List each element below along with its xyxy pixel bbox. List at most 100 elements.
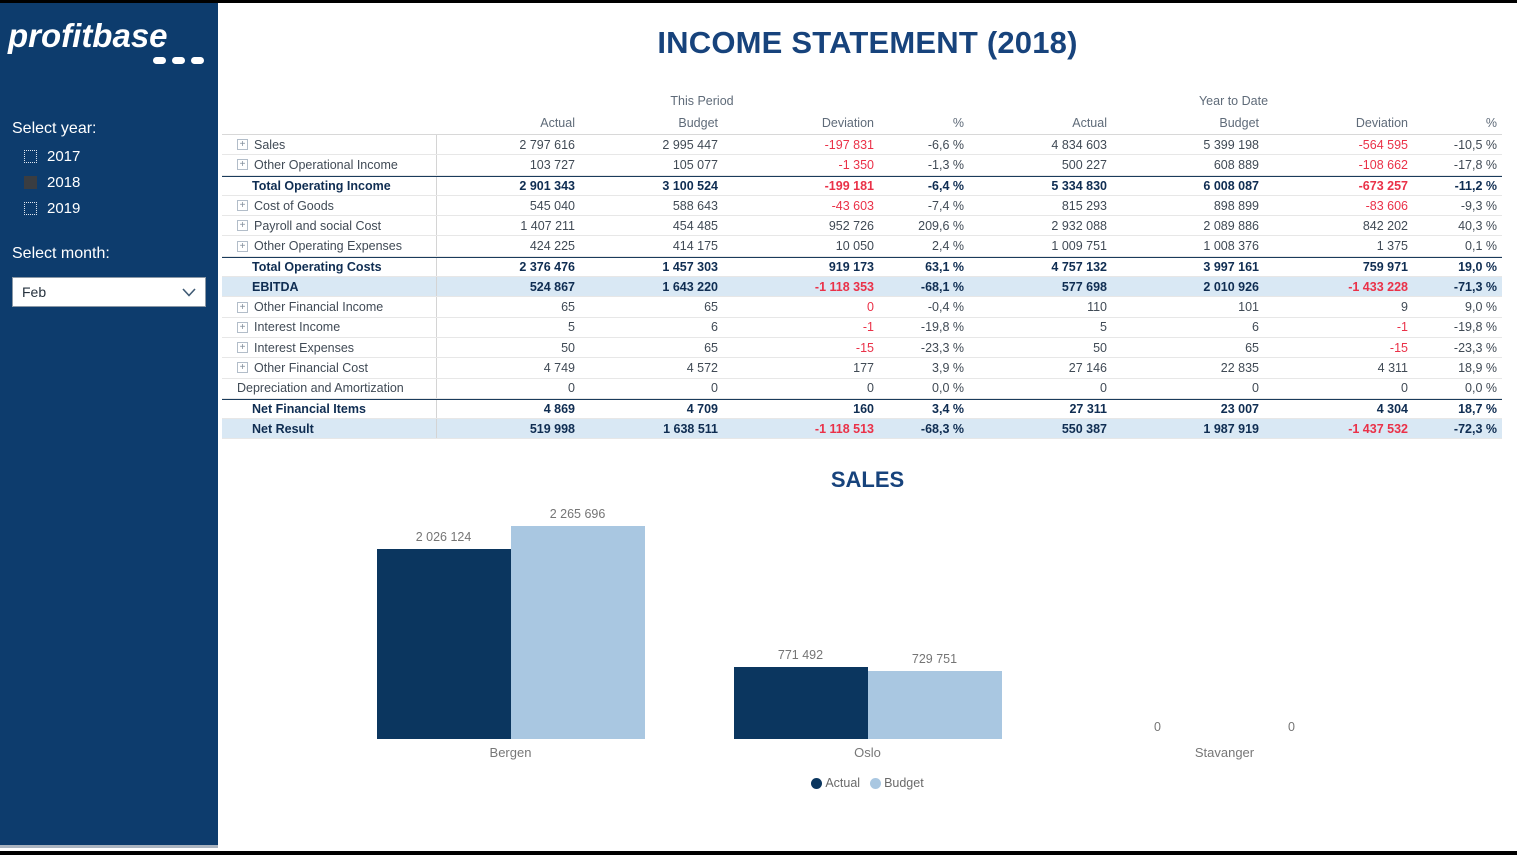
value-cell: -19,8 % — [1453, 320, 1497, 335]
expand-plus-icon[interactable]: + — [237, 220, 248, 232]
year-checkbox-item-2018[interactable]: 2018 — [24, 174, 218, 191]
expand-plus-icon[interactable]: + — [237, 342, 248, 354]
category-label-stavanger: Stavanger — [1194, 745, 1255, 761]
value-cell: 9,0 % — [1465, 300, 1497, 315]
row-label: Other Operational Income — [254, 157, 398, 172]
value-cell: 0,1 % — [1465, 239, 1497, 254]
value-cell: 1 009 751 — [1051, 239, 1107, 254]
value-cell: -199 181 — [824, 178, 874, 193]
bar-actual-bergen[interactable] — [376, 548, 511, 740]
expand-plus-icon[interactable]: + — [237, 362, 248, 374]
category-label-oslo: Oslo — [854, 745, 881, 761]
table-group-header-row: This Period Year to Date — [222, 91, 1502, 111]
table-body: + Sales 2 797 616 2 995 447 -197 831 -6,6 % 4 … — [222, 135, 1502, 440]
expand-plus-icon[interactable]: + — [237, 321, 248, 333]
value-cell: 5 — [1100, 320, 1107, 335]
checkbox-unchecked-icon[interactable] — [24, 150, 37, 163]
value-cell: 2 995 447 — [662, 137, 718, 152]
group-header-this-period: This Period — [670, 94, 734, 108]
year-checkbox-item-2019[interactable]: 2019 — [24, 200, 218, 217]
sales-chart-title: SALES — [830, 467, 905, 493]
filter-sidebar: profitbase Select year: 2017 2018 2019 Sel… — [0, 3, 218, 848]
row-label-cell: Total Operating Income — [222, 176, 437, 195]
chart-category-group-bergen: 2 026 124 2 265 696 — [332, 507, 689, 740]
month-dropdown[interactable]: Feb — [12, 277, 206, 307]
row-label-cell: + Other Operational Income — [222, 155, 437, 175]
expand-plus-icon[interactable]: + — [237, 139, 248, 151]
checkbox-checked-icon[interactable] — [24, 176, 37, 189]
row-label-cell: + Other Financial Cost — [222, 358, 437, 378]
row-label: Total Operating Income — [252, 178, 391, 193]
value-cell: 3 100 524 — [662, 178, 718, 193]
value-cell: 4 572 — [686, 360, 718, 375]
expand-plus-icon[interactable]: + — [237, 159, 248, 171]
row-label-cell: + Interest Expenses — [222, 337, 437, 358]
value-cell: -19,8 % — [920, 320, 964, 335]
value-cell: -673 257 — [1358, 178, 1408, 193]
value-cell: 63,1 % — [925, 259, 964, 274]
value-cell: 577 698 — [1061, 279, 1107, 294]
legend-item-actual[interactable]: Actual — [811, 776, 860, 790]
bar-budget-oslo[interactable] — [867, 670, 1002, 740]
expand-plus-icon[interactable]: + — [237, 240, 248, 252]
value-cell: -71,3 % — [1453, 279, 1497, 294]
value-cell: 27 146 — [1068, 360, 1107, 375]
value-cell: -6,4 % — [927, 178, 964, 193]
value-cell: 1 987 919 — [1203, 421, 1259, 436]
row-label: Net Result — [252, 421, 314, 436]
legend-item-budget[interactable]: Budget — [870, 776, 924, 790]
row-label-cell: + Sales — [222, 135, 437, 155]
logo-dots-icon — [0, 57, 204, 64]
value-cell: 6 — [1252, 320, 1259, 335]
value-cell: 5 334 830 — [1051, 178, 1107, 193]
value-cell: -1 433 228 — [1348, 279, 1408, 294]
column-header-actual: Actual — [1072, 115, 1107, 130]
bar-column: 0 — [1225, 720, 1359, 739]
value-cell: -23,3 % — [1453, 340, 1497, 355]
bar-column: 0 — [1091, 720, 1225, 739]
value-cell: -1 437 532 — [1348, 421, 1408, 436]
value-cell: 5 399 198 — [1203, 137, 1259, 152]
chart-category-group-oslo: 771 492 729 751 — [689, 648, 1046, 740]
value-cell: 414 175 — [672, 239, 718, 254]
bar-value-label: 2 026 124 — [415, 529, 472, 544]
value-cell: -1 — [1396, 320, 1408, 335]
column-header-deviation: Deviation — [821, 115, 874, 130]
legend-label: Actual — [825, 776, 861, 791]
value-cell: 1 638 511 — [663, 421, 718, 436]
value-cell: 588 643 — [672, 198, 718, 213]
value-cell: 50 — [561, 340, 575, 355]
value-cell: -108 662 — [1358, 157, 1408, 172]
row-label-cell: + Cost of Goods — [222, 195, 437, 216]
value-cell: 9 — [1401, 300, 1408, 315]
sales-chart-category-axis: Bergen Oslo Stavanger — [218, 745, 1517, 760]
value-cell: 65 — [561, 300, 575, 315]
legend-label: Budget — [884, 776, 924, 791]
column-header-pct: % — [952, 115, 964, 130]
expand-plus-icon[interactable]: + — [237, 200, 248, 212]
table-row: Depreciation and Amortization 0 0 0 0,0 % 0 0 0… — [222, 378, 1502, 399]
value-cell: 1 008 376 — [1203, 239, 1259, 254]
income-statement-table: This Period Year to Date Actual Budget Dev… — [222, 91, 1502, 440]
value-cell: -6,6 % — [927, 137, 964, 152]
value-cell: 4 311 — [1377, 360, 1408, 375]
value-cell: 160 — [853, 402, 874, 416]
bar-actual-oslo[interactable] — [733, 666, 868, 740]
table-row: + Other Financial Income 65 65 0 -0,4 % 110 101… — [222, 297, 1502, 318]
row-label: Net Financial Items — [252, 402, 366, 416]
year-list: 2017 2018 2019 — [0, 148, 218, 217]
row-label: EBITDA — [252, 279, 299, 294]
table-row: + Other Operating Expenses 424 225 414 175 1… — [222, 236, 1502, 257]
year-checkbox-item-2017[interactable]: 2017 — [24, 148, 218, 165]
value-cell: 454 485 — [672, 218, 718, 233]
checkbox-unchecked-icon[interactable] — [24, 202, 37, 215]
value-cell: -83 606 — [1365, 198, 1408, 213]
column-header-budget: Budget — [678, 115, 718, 130]
bar-budget-bergen[interactable] — [510, 526, 645, 740]
value-cell: 919 173 — [828, 259, 874, 274]
expand-plus-icon[interactable]: + — [237, 301, 248, 313]
year-label: 2018 — [47, 174, 81, 191]
column-header-deviation: Deviation — [1355, 115, 1408, 130]
value-cell: 759 971 — [1362, 259, 1408, 274]
